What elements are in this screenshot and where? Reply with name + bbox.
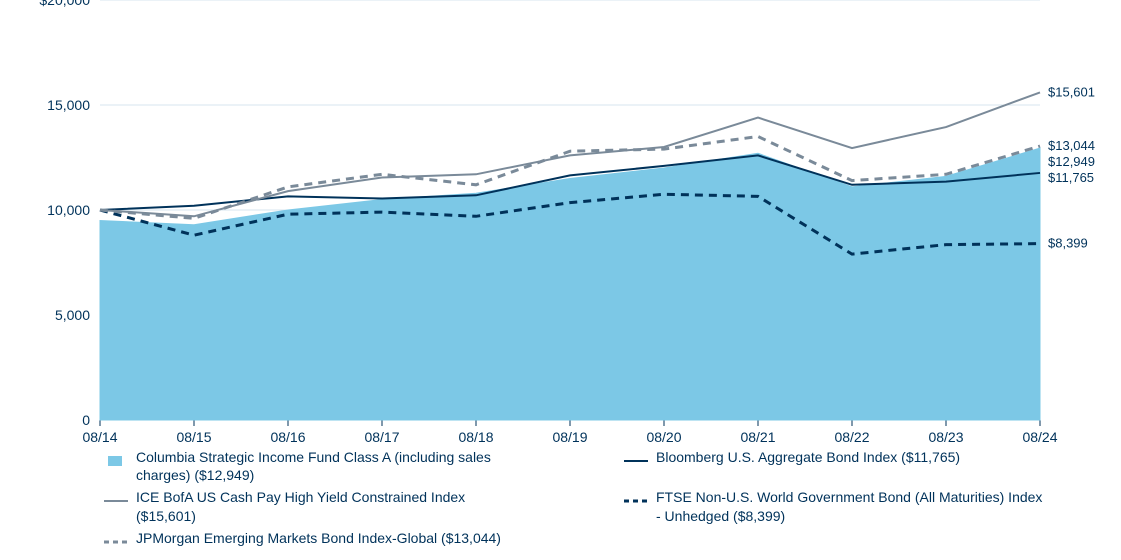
x-axis-label: 08/19 [552, 429, 587, 445]
legend-item-jpmorgan: JPMorgan Emerging Markets Bond Index-Glo… [100, 529, 520, 549]
legend-label-columbia: Columbia Strategic Income Fund Class A (… [136, 448, 520, 484]
legend-row: ICE BofA US Cash Pay High Yield Constrai… [100, 488, 1050, 524]
y-axis-label: 5,000 [55, 307, 90, 323]
legend-label-ftse: FTSE Non-U.S. World Government Bond (All… [656, 488, 1050, 524]
series-columbia [100, 148, 1040, 420]
legend-row: Columbia Strategic Income Fund Class A (… [100, 448, 1050, 484]
x-axis-label: 08/21 [740, 429, 775, 445]
x-axis-label: 08/23 [928, 429, 963, 445]
legend-swatch-bloomberg [624, 454, 648, 468]
legend-swatch-ice [104, 494, 128, 508]
legend-swatch-jpmorgan [104, 535, 128, 549]
x-axis-label: 08/14 [82, 429, 117, 445]
x-axis-label: 08/17 [364, 429, 399, 445]
x-axis-label: 08/22 [834, 429, 869, 445]
x-axis-label: 08/20 [646, 429, 681, 445]
legend-item-ice: ICE BofA US Cash Pay High Yield Constrai… [100, 488, 520, 524]
legend-label-ice: ICE BofA US Cash Pay High Yield Constrai… [136, 488, 520, 524]
y-axis-label: 0 [82, 412, 90, 428]
legend-item-bloomberg: Bloomberg U.S. Aggregate Bond Index ($11… [620, 448, 1050, 468]
end-label-jpmorgan: $13,044 [1048, 138, 1095, 153]
end-label-ftse: $8,399 [1048, 236, 1088, 251]
chart-legend: Columbia Strategic Income Fund Class A (… [100, 448, 1050, 553]
legend-label-bloomberg: Bloomberg U.S. Aggregate Bond Index ($11… [656, 448, 1050, 466]
y-axis-label: 10,000 [47, 202, 90, 218]
growth-of-10k-chart: 0 5,000 10,000 15,000 $20,000 08/14 08/15 08/16… [0, 0, 1121, 560]
end-label-ice: $15,601 [1048, 84, 1095, 99]
x-axis-label: 08/24 [1022, 429, 1057, 445]
legend-swatch-ftse [624, 494, 648, 508]
y-axis-label: 15,000 [47, 97, 90, 113]
x-axis-label: 08/18 [458, 429, 493, 445]
end-label-bloomberg: $11,765 [1048, 170, 1094, 185]
legend-label-jpmorgan: JPMorgan Emerging Markets Bond Index-Glo… [136, 529, 520, 547]
x-axis-label: 08/15 [176, 429, 211, 445]
end-label-columbia: $12,949 [1048, 154, 1095, 169]
legend-row: JPMorgan Emerging Markets Bond Index-Glo… [100, 529, 1050, 549]
legend-item-ftse: FTSE Non-U.S. World Government Bond (All… [620, 488, 1050, 524]
legend-swatch-columbia [104, 454, 128, 468]
y-axis-label: $20,000 [39, 0, 90, 8]
legend-item-columbia: Columbia Strategic Income Fund Class A (… [100, 448, 520, 484]
x-axis-label: 08/16 [270, 429, 305, 445]
